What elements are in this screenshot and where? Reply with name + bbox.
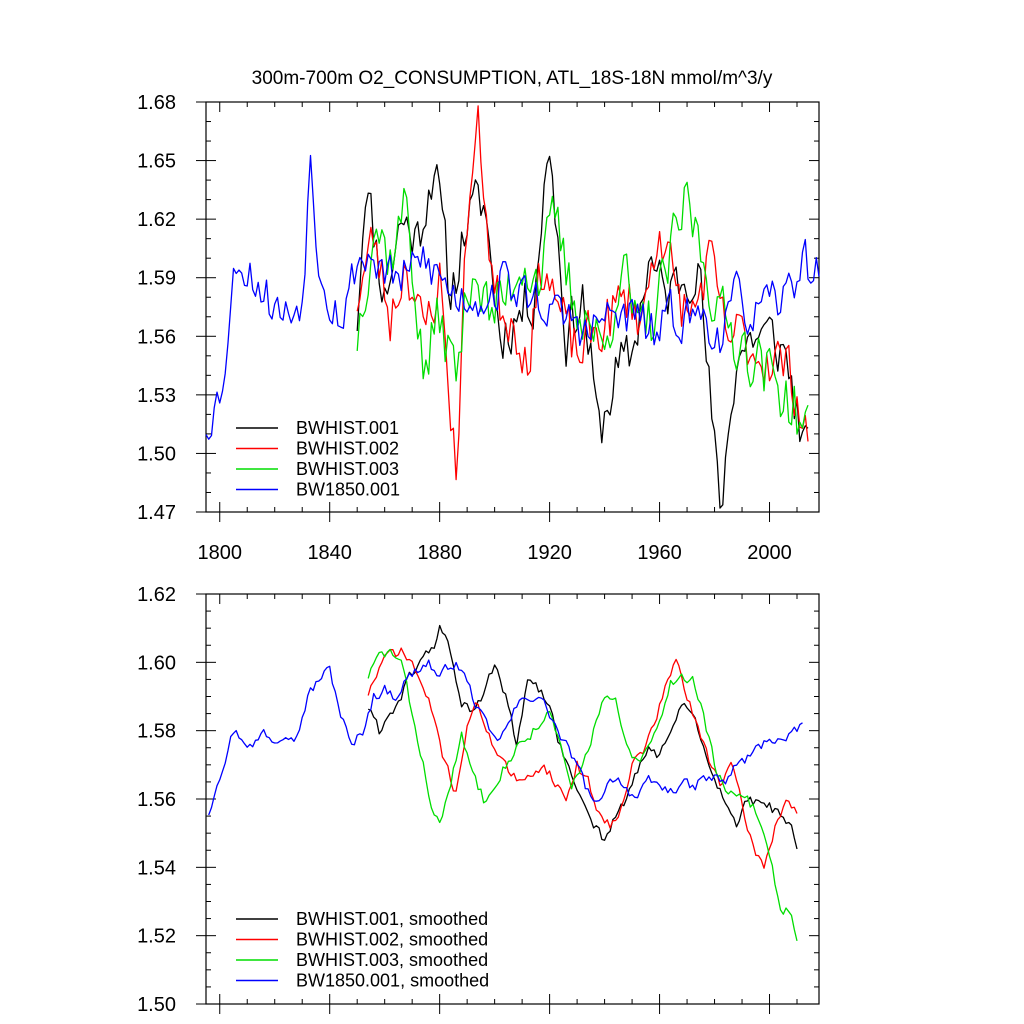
bottom-series-group [208, 624, 803, 942]
x-tick-label: 1920 [527, 542, 572, 564]
y-tick-label: 1.56 [137, 326, 176, 348]
legend-label: BWHIST.003, smoothed [296, 950, 488, 970]
y-tick-label: 1.62 [137, 584, 176, 606]
bottom-ticks [196, 593, 819, 1014]
y-tick-label: 1.60 [137, 652, 176, 674]
y-tick-label: 1.52 [137, 926, 176, 948]
legend-label: BWHIST.002, smoothed [296, 930, 488, 950]
top-ticks [196, 101, 819, 522]
top-plot-frame [205, 101, 820, 513]
y-tick-label: 1.47 [137, 502, 176, 524]
series-line-3 [205, 154, 820, 440]
x-tick-label: 1880 [417, 542, 462, 564]
y-tick-label: 1.54 [137, 857, 176, 879]
top-panel: 300m-700m O2_CONSUMPTION, ATL_18S-18N mm… [137, 68, 820, 564]
bottom-panel: 1.50 1.52 1.54 1.56 1.58 1.60 1.62 BWHIST.001,… [137, 584, 820, 1016]
legend-label: BW1850.001, smoothed [296, 971, 489, 991]
legend-label: BWHIST.001, smoothed [296, 909, 488, 929]
legend-label: BWHIST.003 [296, 459, 399, 479]
series-line-0 [367, 624, 798, 850]
y-tick-label: 1.56 [137, 789, 176, 811]
legend-label: BW1850.001 [296, 480, 400, 500]
series-line-1 [356, 105, 809, 481]
series-line-2 [367, 648, 798, 942]
y-tick-label: 1.50 [137, 443, 176, 465]
y-tick-label: 1.58 [137, 721, 176, 743]
top-series-group [205, 105, 820, 509]
legend-label: BWHIST.001 [296, 418, 399, 438]
chart-title: 300m-700m O2_CONSUMPTION, ATL_18S-18N mm… [252, 68, 773, 89]
y-tick-label: 1.59 [137, 268, 176, 290]
y-tick-label: 1.68 [137, 92, 176, 114]
legend-label: BWHIST.002 [296, 439, 399, 459]
y-tick-label: 1.62 [137, 209, 176, 231]
series-line-0 [356, 155, 809, 509]
bottom-tick-labels: 1.50 1.52 1.54 1.56 1.58 1.60 1.62 [137, 584, 176, 1016]
x-tick-label: 1800 [197, 542, 242, 564]
y-tick-label: 1.53 [137, 385, 176, 407]
series-line-1 [367, 647, 798, 869]
series-line-3 [208, 659, 803, 816]
x-tick-label: 1840 [307, 542, 352, 564]
x-tick-label: 1960 [637, 542, 682, 564]
series-line-2 [356, 181, 809, 435]
x-tick-label: 2000 [747, 542, 792, 564]
y-tick-label: 1.65 [137, 151, 176, 173]
top-tick-labels: 1800 1840 1880 1920 1960 2000 1.47 1.50 1.53 1.56… [137, 92, 792, 564]
y-tick-label: 1.50 [137, 994, 176, 1016]
